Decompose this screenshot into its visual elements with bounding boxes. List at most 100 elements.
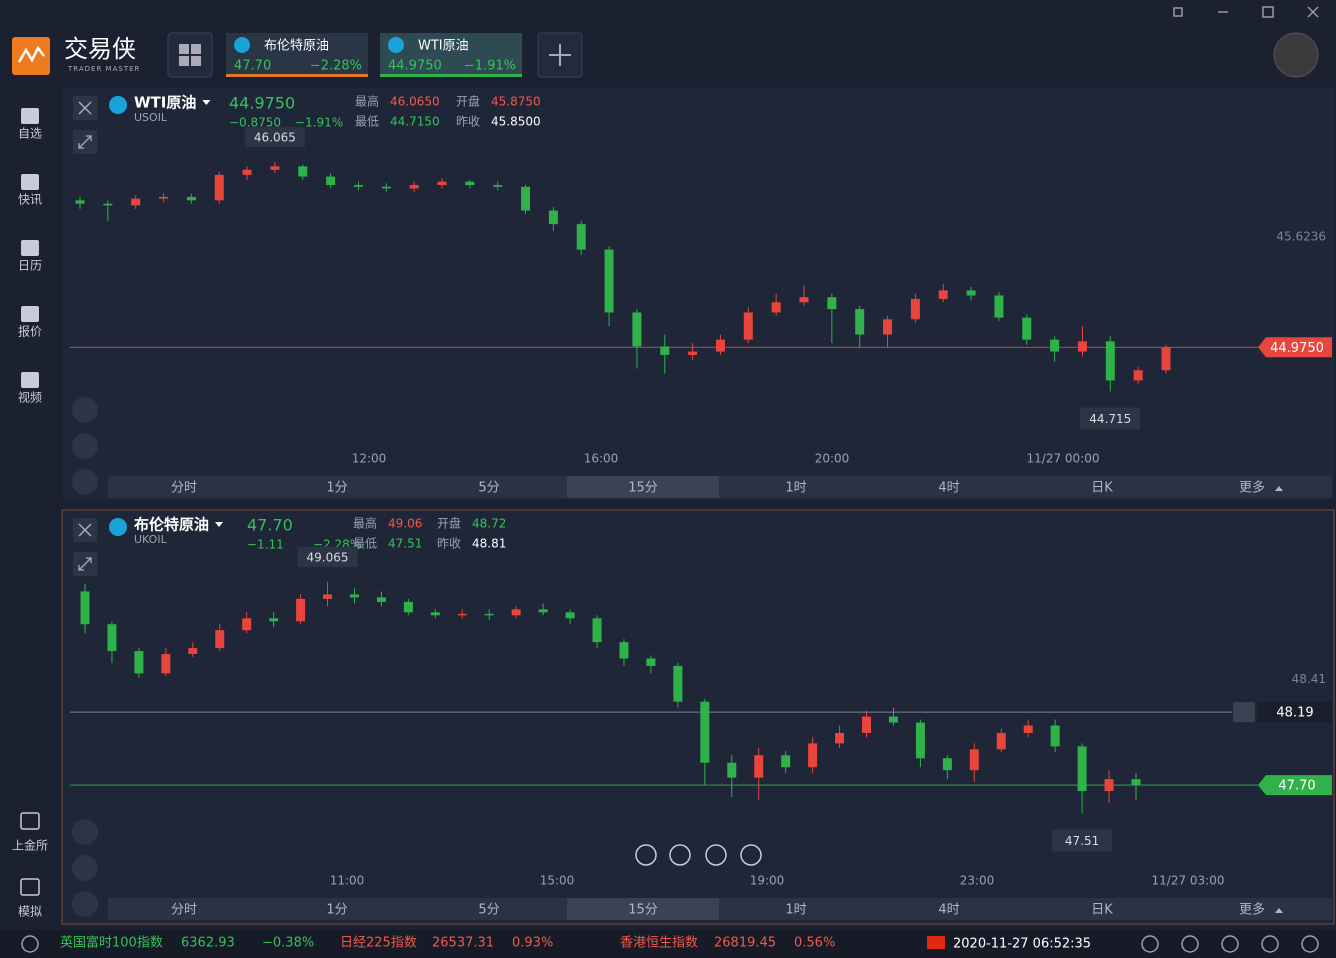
- candle-body: [855, 309, 865, 335]
- timeframe-tab: 更多: [1239, 902, 1265, 918]
- symbol-dropdown[interactable]: [202, 100, 211, 105]
- candle-body: [808, 743, 818, 768]
- status-icon[interactable]: [1141, 935, 1159, 953]
- instrument-tab[interactable]: [226, 33, 368, 77]
- candle-body: [215, 630, 225, 649]
- candle-body: [511, 609, 521, 616]
- last-price-label-bg: [1258, 775, 1332, 796]
- timeframe-tab: 日K: [1091, 481, 1113, 496]
- candle-body: [107, 624, 117, 652]
- candle-body: [437, 181, 447, 186]
- zoom-control[interactable]: [669, 844, 691, 866]
- sidebar-label: 上金所: [12, 838, 48, 853]
- timeframe-tab: 1时: [785, 903, 806, 918]
- sidebar-icon[interactable]: [20, 812, 40, 830]
- expand-icon: [78, 135, 92, 149]
- candle-body: [727, 762, 737, 778]
- low-label-bg: [1052, 829, 1113, 852]
- sidebar-label: 快讯: [18, 193, 42, 207]
- timeframe-tab: 5分: [478, 481, 499, 496]
- chart-tool[interactable]: [72, 469, 98, 495]
- x-tick-label: 15:00: [540, 874, 575, 888]
- candle-body: [646, 658, 656, 666]
- symbol-code: USOIL: [134, 111, 168, 124]
- zoom-control[interactable]: [705, 844, 727, 866]
- alert-label-bg: [1258, 702, 1332, 723]
- candle-body: [604, 249, 614, 313]
- chart-tool[interactable]: [72, 855, 98, 881]
- candle-body: [242, 618, 252, 631]
- candle-body: [592, 618, 602, 643]
- candle-body: [269, 618, 279, 622]
- avatar[interactable]: [1273, 32, 1319, 78]
- layout-button[interactable]: [167, 32, 213, 78]
- stat-label: 最高: [353, 516, 377, 531]
- candle-body: [888, 716, 898, 723]
- status-icon[interactable]: [1181, 935, 1199, 953]
- alert-label: 48.19: [1276, 706, 1313, 721]
- chart-tool[interactable]: [72, 891, 98, 917]
- candle-body: [403, 601, 413, 613]
- sidebar-label: 报价: [18, 324, 42, 339]
- sidebar-icon[interactable]: [21, 306, 39, 322]
- candle-body: [1077, 746, 1087, 792]
- timeframe-tab: 1时: [785, 481, 806, 496]
- candle-body: [159, 196, 169, 199]
- timeframe-tab: 15分: [628, 481, 658, 496]
- status-icon[interactable]: [1221, 935, 1239, 953]
- candle-body: [296, 598, 306, 622]
- candle-body: [242, 169, 252, 175]
- timeframe-tab: 4时: [938, 903, 959, 918]
- sidebar-icon[interactable]: [20, 878, 40, 896]
- candle-body: [619, 642, 629, 659]
- ticker-name: 日经225指数: [340, 936, 417, 951]
- candle-body: [996, 732, 1006, 750]
- sidebar: [0, 88, 60, 930]
- ticker-value: 26819.45: [714, 936, 776, 951]
- sidebar-icon[interactable]: [21, 108, 39, 124]
- candle-body: [349, 594, 359, 598]
- candle-body: [188, 648, 198, 655]
- status-icon[interactable]: [1301, 935, 1319, 953]
- change: −0.8750: [229, 116, 281, 130]
- zoom-control[interactable]: [635, 844, 657, 866]
- high-label: 49.065: [307, 550, 349, 564]
- x-tick-label: 11/27 03:00: [1152, 874, 1225, 888]
- zoom-control[interactable]: [740, 844, 762, 866]
- x-tick-label: 11/27 00:00: [1027, 452, 1100, 466]
- candle-body: [994, 295, 1004, 318]
- candle-body: [660, 346, 670, 355]
- timeframe-tab: 分时: [171, 903, 197, 918]
- candle-body: [484, 613, 494, 616]
- stat-label: 开盘: [437, 516, 461, 531]
- ticker-name: 香港恒生指数: [620, 936, 698, 951]
- timeframe-bar: [108, 476, 1332, 498]
- logo-text: 交易侠: [64, 35, 136, 63]
- candle-body: [910, 298, 920, 320]
- alert-bell[interactable]: [1233, 702, 1255, 723]
- status-icon[interactable]: [1261, 935, 1279, 953]
- instrument-tab[interactable]: [380, 33, 522, 77]
- support-icon[interactable]: [21, 935, 39, 953]
- change: −1.11: [247, 538, 284, 552]
- candle-body: [353, 185, 363, 187]
- stat-label: 昨收: [437, 537, 461, 551]
- more-arrow: [1275, 908, 1283, 913]
- sidebar-icon[interactable]: [21, 174, 39, 190]
- chart-tool[interactable]: [72, 819, 98, 845]
- sidebar-icon[interactable]: [21, 372, 39, 388]
- low-label: 47.51: [1065, 834, 1099, 848]
- stat-value: 45.8750: [491, 95, 541, 109]
- chart-tool[interactable]: [72, 433, 98, 459]
- ticker-value: 6362.93: [181, 936, 235, 951]
- symbol-dropdown[interactable]: [215, 522, 224, 527]
- sidebar-label: 自选: [18, 127, 42, 141]
- candle-body: [134, 651, 144, 674]
- candle-body: [1131, 779, 1141, 786]
- sidebar-icon[interactable]: [21, 240, 39, 256]
- tab-icon: [388, 37, 404, 53]
- chart-tool[interactable]: [72, 397, 98, 423]
- ticker-pct: 0.93%: [512, 936, 553, 951]
